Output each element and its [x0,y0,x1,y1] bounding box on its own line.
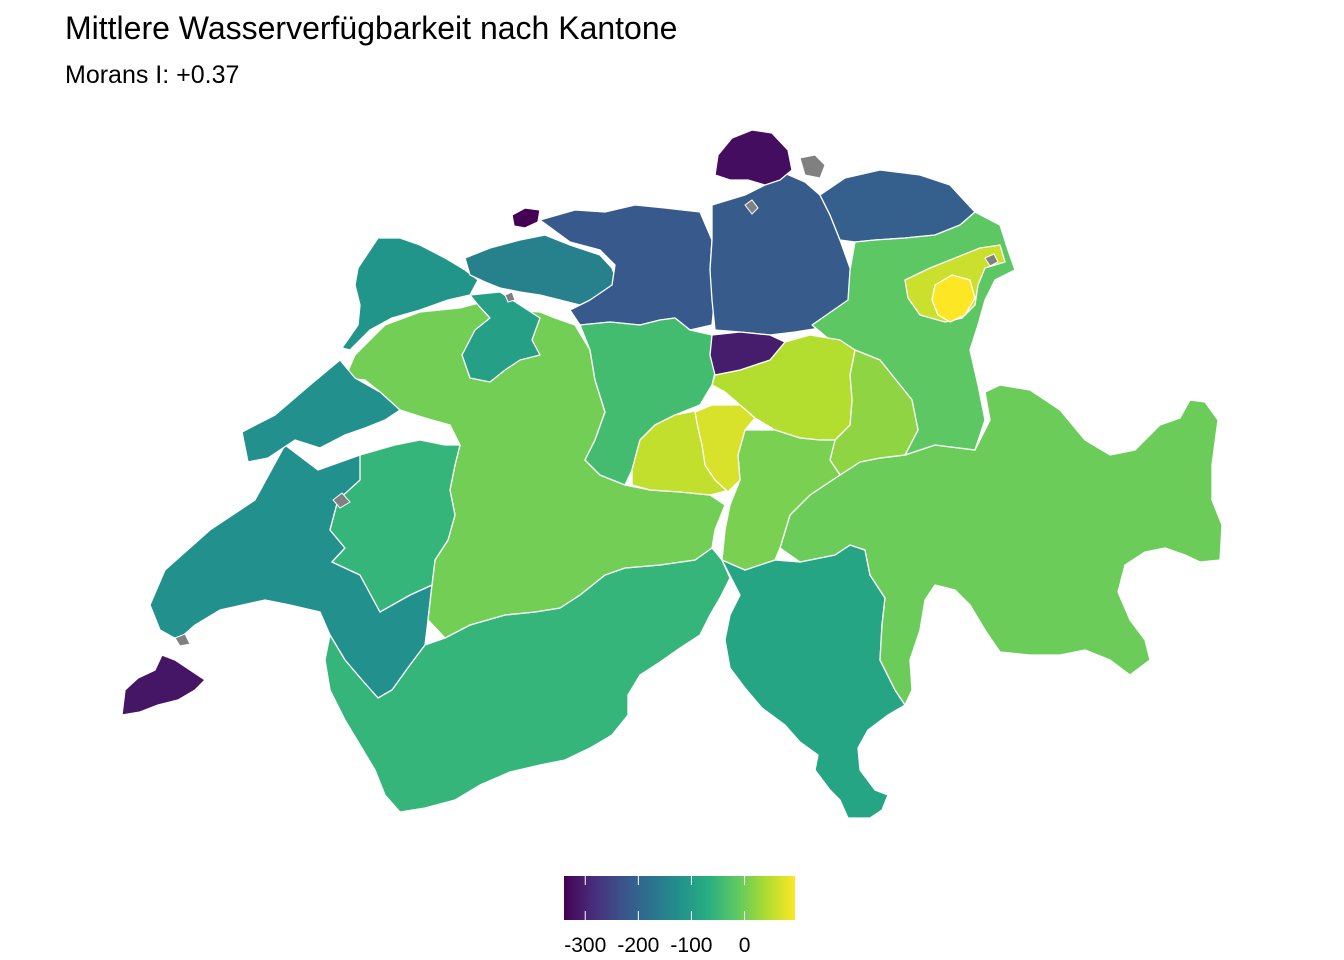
canton-appenzell-innerrhoden[interactable] [931,274,976,323]
canton-basel-stadt[interactable] [511,207,541,229]
na-region-enclave [799,154,826,179]
canton-geneva[interactable] [121,654,206,716]
canton-jura[interactable] [341,237,479,351]
map-subtitle: Morans I: +0.37 [65,61,240,89]
legend-colorbar [564,876,795,920]
canton-zug[interactable] [709,331,786,376]
legend-tick-label: -100 [670,934,713,957]
na-region-enclave [504,291,516,303]
na-region-enclave [174,633,191,647]
na-region-enclave [332,492,351,509]
map-title: Mittlere Wasserverfügbarkeit nach Kanton… [65,10,678,46]
canton-uri[interactable] [721,429,841,571]
canton-fribourg[interactable] [329,439,461,613]
na-region-enclave [744,199,759,215]
canton-graubuenden[interactable] [779,384,1223,706]
canton-solothurn[interactable] [461,291,541,383]
legend-tick-label: 0 [738,934,751,957]
canton-schaffhausen[interactable] [714,129,793,186]
legend-tick-label: -200 [617,934,660,957]
legend-tick-label: -300 [564,934,607,957]
legend-gradient [564,876,795,920]
na-region-enclave [984,253,999,267]
canton-neuchatel[interactable] [241,359,401,463]
canton-nidwalden[interactable] [694,404,756,493]
